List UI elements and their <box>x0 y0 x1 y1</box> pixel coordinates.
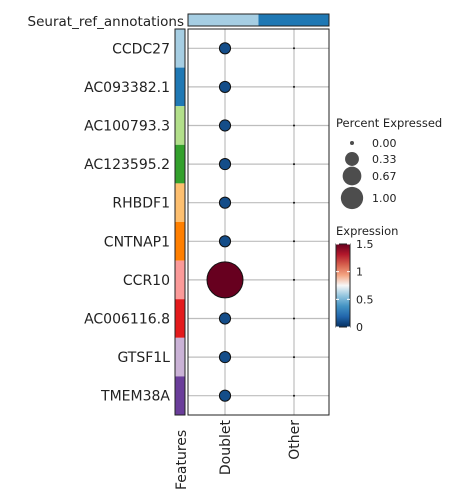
feature-label: CNTNAP1 <box>104 234 170 250</box>
feature-label: TMEM38A <box>100 389 170 405</box>
color-legend-label: 1 <box>356 266 363 279</box>
feature-label: AC100793.3 <box>84 119 170 135</box>
features-axis-label: Features <box>174 430 190 490</box>
annotation-frame <box>187 13 330 27</box>
feature-strip-cell <box>175 29 185 68</box>
dot-doublet <box>218 312 232 325</box>
feature-label: CCDC27 <box>112 41 170 57</box>
feature-labels: CCDC27 AC093382.1 AC100793.3 AC123595.2 RHBD… <box>84 41 170 404</box>
dot-doublet <box>218 158 232 171</box>
feature-strip-cell <box>175 222 185 261</box>
dot-doublet <box>218 235 232 248</box>
feature-strip-cell <box>175 337 185 377</box>
feature-strip-cell <box>175 183 185 222</box>
size-legend-dot <box>342 166 362 186</box>
size-legend-dot <box>340 186 364 210</box>
plot-panel <box>187 28 330 416</box>
dot-doublet <box>218 42 232 55</box>
annotation-segment <box>188 14 259 26</box>
feature-label: GTSF1L <box>117 350 170 366</box>
size-legend-label: 0.00 <box>372 137 397 150</box>
feature-label: AC006116.8 <box>84 312 170 328</box>
size-legend-label: 0.67 <box>372 170 397 183</box>
x-tick-label: Other <box>287 420 303 460</box>
dot-other <box>293 394 295 397</box>
feature-label: AC093382.1 <box>84 80 170 96</box>
size-legend-dot <box>345 152 359 166</box>
feature-strip-cell <box>175 144 185 184</box>
color-legend-label: 1.5 <box>356 238 374 251</box>
size-legend: Percent Expressed 0.00 0.33 0.67 1.00 <box>336 116 442 210</box>
dot-doublet <box>218 351 232 364</box>
color-legend-bar <box>335 243 351 328</box>
dot-other <box>293 240 295 243</box>
dot-doublet <box>206 261 244 299</box>
dot-other <box>293 278 295 281</box>
dot-other <box>293 163 295 166</box>
dot-doublet <box>218 80 232 93</box>
size-legend-label: 0.33 <box>372 153 397 166</box>
color-legend-title: Expression <box>336 224 398 238</box>
dot-doublet <box>218 196 232 209</box>
feature-strip-cell <box>175 376 185 415</box>
color-legend-label: 0.5 <box>356 293 374 306</box>
feature-strip-cell <box>175 260 185 300</box>
dot-other <box>293 317 295 320</box>
size-legend-title: Percent Expressed <box>336 116 442 130</box>
annotation-bar <box>187 13 330 27</box>
size-legend-label: 1.00 <box>372 192 397 205</box>
annotation-segment <box>258 14 329 26</box>
feature-strip-frame <box>174 28 186 416</box>
dot-other <box>293 85 295 88</box>
feature-color-strip <box>174 28 186 416</box>
dot-other <box>293 201 295 204</box>
color-legend: Expression 0 0.5 1 1.5 <box>335 224 398 334</box>
dot-doublet <box>218 389 232 402</box>
feature-label: AC123595.2 <box>84 157 170 173</box>
dot-other <box>293 124 295 127</box>
color-legend-label: 0 <box>356 321 363 334</box>
plot-frame <box>187 28 330 416</box>
feature-strip-cell <box>175 106 185 145</box>
dot-other <box>293 47 295 50</box>
size-legend-dot <box>350 141 354 145</box>
feature-strip-cell <box>175 67 185 107</box>
dot-other <box>293 356 295 359</box>
x-axis-labels: Doublet Other <box>218 420 303 476</box>
feature-label: RHBDF1 <box>112 196 170 212</box>
feature-label: CCR10 <box>123 273 170 289</box>
dot-doublet <box>218 119 232 132</box>
annotation-title: Seurat_ref_annotations <box>28 14 184 30</box>
x-tick-label: Doublet <box>218 420 234 476</box>
feature-strip-cell <box>175 299 185 338</box>
